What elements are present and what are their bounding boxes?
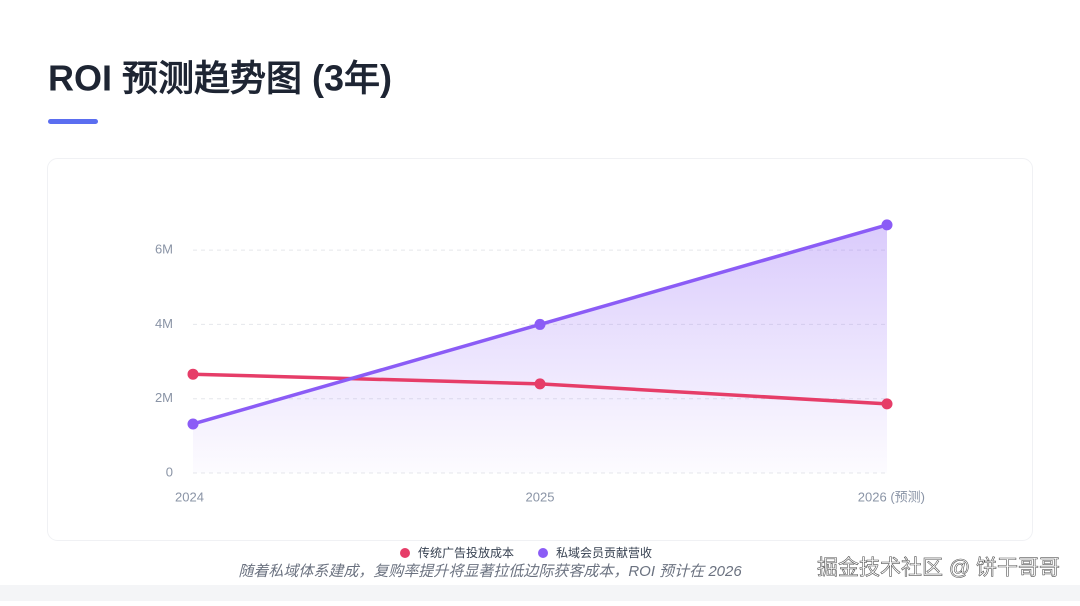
legend-marker [400, 548, 410, 558]
x-tick-label: 2025 [526, 489, 555, 504]
title-underline [48, 119, 98, 124]
legend-item[interactable]: 私域会员贡献营收 [538, 545, 652, 560]
x-tick-label: 2026 (预测) [858, 489, 925, 504]
annotation: 随着私域体系建成，复购率提升将显著拉低边际获客成本，ROI 预计在 2026 [238, 563, 742, 580]
point [187, 418, 199, 430]
page-title: ROI 预测趋势图 (3年) [48, 58, 392, 99]
point [881, 219, 893, 231]
chart: 0 2M 4M 6M 2024 2025 2026 (预测) 传统广告投放成本 私域会员贡献营收 [155, 219, 925, 560]
point [187, 368, 199, 380]
watermark: 掘金技术社区 @ 饼干哥哥 [817, 557, 1060, 580]
area [193, 224, 887, 473]
legend-item[interactable]: 传统广告投放成本 [400, 545, 514, 560]
bottom-band [0, 585, 1080, 601]
legend-label: 传统广告投放成本 [418, 545, 514, 560]
y-tick-label: 6M [155, 242, 173, 257]
y-tick-label: 4M [155, 316, 173, 331]
x-tick-label: 2024 [175, 489, 204, 504]
point [534, 378, 546, 390]
y-tick-label: 2M [155, 390, 173, 405]
y-tick-label: 0 [166, 464, 173, 479]
legend-label: 私域会员贡献营收 [556, 545, 652, 560]
point [534, 318, 546, 330]
point [881, 398, 893, 410]
legend-marker [538, 548, 549, 558]
